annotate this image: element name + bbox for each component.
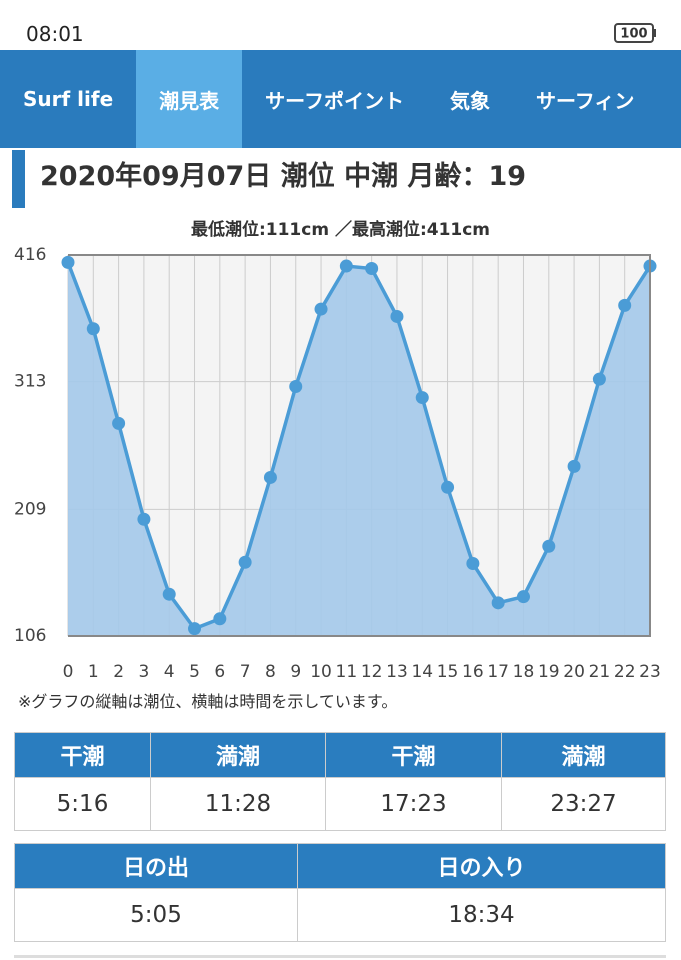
x-tick-label: 17	[487, 662, 509, 682]
point	[466, 556, 480, 570]
x-tick-label: 18	[513, 662, 535, 682]
chart-subtitle: 最低潮位:111cm ／最高潮位:411cm	[190, 220, 491, 240]
nav-tab[interactable]: 潮見表	[136, 50, 243, 148]
point	[618, 298, 632, 312]
x-tick-label: 5	[189, 662, 200, 682]
point	[213, 612, 227, 626]
x-tick-label: 21	[589, 662, 611, 682]
table-cell: 11:28	[150, 777, 326, 831]
x-tick-label: 1	[88, 662, 99, 682]
table-cell: 23:27	[501, 777, 666, 831]
table-cell: 18:34	[297, 888, 666, 942]
nav-tab[interactable]: サーフポイント	[265, 88, 404, 113]
line	[66, 261, 652, 631]
point	[415, 391, 429, 405]
x-tick-label: 10	[310, 662, 332, 682]
table-header: 干潮	[14, 732, 151, 778]
point	[592, 372, 606, 386]
point	[238, 555, 252, 569]
x-tick-label: 15	[437, 662, 459, 682]
table-header: 干潮	[325, 732, 502, 778]
nav-bar: Surf life 潮見表 サーフポイント 気象 サーフィン	[0, 50, 681, 148]
x-tick-label: 2	[113, 662, 124, 682]
point	[390, 309, 404, 323]
x-tick-label: 23	[639, 662, 661, 682]
y-tick-label: 106	[14, 626, 46, 646]
point	[61, 255, 75, 269]
x-tick-label: 19	[538, 662, 560, 682]
table-cell: 5:16	[14, 777, 151, 831]
point	[162, 587, 176, 601]
x-tick-label: 6	[214, 662, 225, 682]
page-title: 2020年09月07日 潮位 中潮 月齢：19	[40, 161, 527, 192]
point	[112, 416, 126, 430]
point	[86, 322, 100, 336]
x-tick-label: 22	[614, 662, 636, 682]
y-tick-label: 313	[14, 372, 46, 392]
point	[365, 262, 379, 276]
area	[68, 262, 650, 636]
nav-tab[interactable]: サーフィン	[535, 88, 635, 113]
tide-table: 干潮 満潮 干潮 満潮 5:16 11:28 17:23 23:27	[14, 732, 666, 831]
x-tick-label: 8	[265, 662, 276, 682]
point	[516, 590, 530, 604]
x-tick-label: 20	[563, 662, 585, 682]
x-tick-label: 11	[336, 662, 358, 682]
clock: 08:01	[26, 22, 84, 46]
x-tick-label: 14	[411, 662, 433, 682]
point	[263, 470, 277, 484]
table-header: 日の出	[14, 843, 298, 889]
point	[137, 512, 151, 526]
point	[188, 622, 202, 636]
title-accent	[12, 150, 25, 208]
battery: 100	[614, 23, 656, 43]
table-header: 日の入り	[297, 843, 666, 889]
x-tick-label: 4	[164, 662, 175, 682]
y-tick-label: 209	[14, 499, 46, 519]
point	[542, 539, 556, 553]
x-tick-label: 16	[462, 662, 484, 682]
point	[441, 480, 455, 494]
x-tick-label: 7	[240, 662, 251, 682]
nav-tab[interactable]: Surf life	[23, 87, 114, 111]
point	[339, 259, 353, 273]
x-tick-label: 13	[386, 662, 408, 682]
x-tick-label: 12	[361, 662, 383, 682]
x-tick-label: 0	[63, 662, 74, 682]
sun-table: 日の出 日の入り 5:05 18:34	[14, 843, 666, 942]
point	[567, 459, 581, 473]
point	[491, 596, 505, 610]
y-tick-label: 416	[14, 245, 46, 265]
plot-border	[68, 254, 651, 637]
table-header: 満潮	[150, 732, 326, 778]
table-cell: 5:05	[14, 888, 298, 942]
x-tick-label: 9	[290, 662, 301, 682]
table-header: 満潮	[501, 732, 666, 778]
table-cell: 17:23	[325, 777, 502, 831]
x-tick-label: 3	[138, 662, 149, 682]
nav-tab[interactable]: 気象	[449, 88, 490, 113]
battery-level: 100	[620, 27, 647, 42]
chart-note: ※グラフの縦軸は潮位、横軸は時間を示しています。	[18, 692, 398, 711]
point	[314, 302, 328, 316]
point	[289, 380, 303, 394]
chart: 0 1 2 3 4 5 6 7 8 9 10 11 12 13 14 15 16 17 18 19 20 21 22 2310…	[14, 245, 661, 682]
divider	[14, 955, 666, 958]
status-bar: 08:01 100	[0, 0, 681, 50]
